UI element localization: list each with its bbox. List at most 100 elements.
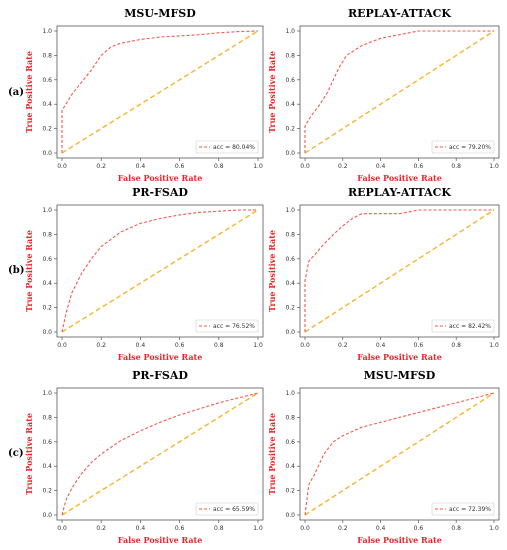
x-axis-label: False Positive Rate: [357, 173, 442, 183]
legend: acc = 79.20%: [431, 140, 495, 154]
legend-box: [195, 502, 259, 516]
x-tick-label: 0.6: [414, 525, 424, 532]
roc-curve-line: [304, 392, 495, 516]
y-axis-label: True Positive Rate: [24, 51, 34, 133]
row-label-b: (b): [8, 265, 24, 276]
y-tick-label: 0.6: [285, 439, 295, 446]
plot-frame: [56, 204, 264, 338]
y-axis-label: True Positive Rate: [267, 51, 277, 133]
x-tick-label: 0.8: [214, 163, 224, 170]
legend-box: [195, 140, 259, 154]
panel-title: PR-FSAD: [132, 186, 188, 199]
x-tick-label: 1.0: [489, 163, 499, 170]
legend-label: acc = 72.39%: [449, 506, 491, 513]
x-tick-label: 0.4: [376, 342, 386, 349]
x-tick-label: 0.0: [300, 163, 310, 170]
legend-label: acc = 65.59%: [213, 506, 255, 513]
y-tick-label: 0.6: [42, 256, 52, 263]
y-tick-label: 0.0: [42, 329, 52, 336]
x-axis-label: False Positive Rate: [118, 352, 203, 362]
y-tick-label: 0.0: [285, 329, 295, 336]
x-tick-label: 0.0: [300, 525, 310, 532]
roc-panel-4: REPLAY-ATTACK 0.0 0.2 0.4 0.6 0.8 1.0 0.0 0.2 0.4…: [267, 186, 500, 362]
y-axis-label: True Positive Rate: [267, 413, 277, 495]
y-axis-label: True Positive Rate: [24, 413, 34, 495]
y-tick-label: 0.2: [42, 488, 52, 495]
y-tick-label: 0.2: [285, 126, 295, 133]
y-tick-label: 1.0: [42, 390, 52, 397]
y-tick-label: 1.0: [42, 207, 52, 214]
x-axis-label: False Positive Rate: [357, 352, 442, 362]
x-tick-label: 0.6: [175, 525, 185, 532]
diagonal-reference-line: [61, 392, 259, 516]
y-tick-label: 0.8: [285, 414, 295, 421]
legend: acc = 82.42%: [431, 319, 495, 333]
panel-title: REPLAY-ATTACK: [348, 7, 451, 20]
x-tick-label: 0.4: [376, 163, 386, 170]
legend-label: acc = 79.20%: [449, 144, 491, 151]
y-tick-label: 0.6: [42, 77, 52, 84]
panel-title: MSU-MFSD: [364, 369, 436, 382]
legend: acc = 76.52%: [195, 319, 259, 333]
x-tick-label: 0.2: [338, 525, 348, 532]
y-tick-label: 1.0: [285, 207, 295, 214]
diagonal-reference-line: [61, 30, 259, 154]
panel-title: MSU-MFSD: [124, 7, 196, 20]
y-tick-label: 0.6: [285, 256, 295, 263]
legend: acc = 80.04%: [195, 140, 259, 154]
roc-curve-line: [61, 30, 259, 153]
roc-panel-2: REPLAY-ATTACK 0.0 0.2 0.4 0.6 0.8 1.0 0.0 0.2 0.4…: [267, 7, 500, 183]
y-tick-label: 0.8: [285, 52, 295, 59]
row-label-c: (c): [8, 448, 24, 459]
y-tick-label: 0.6: [285, 77, 295, 84]
roc-panel-6: MSU-MFSD 0.0 0.2 0.4 0.6 0.8 1.0 0.0 0.2 0.4 0.6 0.…: [267, 369, 500, 545]
x-tick-label: 0.0: [57, 525, 67, 532]
x-axis-label: False Positive Rate: [118, 535, 203, 545]
legend-label: acc = 76.52%: [213, 323, 255, 330]
x-tick-label: 0.6: [414, 163, 424, 170]
x-tick-label: 0.0: [300, 342, 310, 349]
y-tick-label: 0.8: [42, 414, 52, 421]
y-tick-label: 0.8: [42, 231, 52, 238]
x-tick-label: 1.0: [253, 525, 263, 532]
roc-curve-line: [61, 392, 259, 516]
x-tick-label: 0.8: [214, 342, 224, 349]
x-tick-label: 0.8: [451, 342, 461, 349]
diagonal-reference-line: [61, 209, 259, 333]
legend-box: [195, 319, 259, 333]
roc-panel-3: PR-FSAD 0.0 0.2 0.4 0.6 0.8 1.0 0.0 0.2 0.4 0.6 0.8…: [24, 186, 264, 362]
x-tick-label: 0.2: [96, 342, 106, 349]
y-tick-label: 0.4: [285, 463, 295, 470]
x-tick-label: 1.0: [253, 342, 263, 349]
y-axis-label: True Positive Rate: [24, 230, 34, 312]
x-tick-label: 0.8: [214, 525, 224, 532]
x-tick-label: 0.2: [96, 163, 106, 170]
legend-box: [431, 502, 495, 516]
y-tick-label: 0.2: [42, 126, 52, 133]
panel-title: PR-FSAD: [132, 369, 188, 382]
y-tick-label: 0.8: [42, 52, 52, 59]
x-tick-label: 0.2: [338, 342, 348, 349]
x-tick-label: 0.6: [175, 342, 185, 349]
y-tick-label: 0.0: [285, 512, 295, 519]
y-tick-label: 0.2: [285, 305, 295, 312]
legend-box: [431, 319, 495, 333]
x-axis-label: False Positive Rate: [118, 173, 203, 183]
y-tick-label: 0.6: [42, 439, 52, 446]
x-tick-label: 0.4: [376, 525, 386, 532]
x-tick-label: 0.8: [451, 525, 461, 532]
roc-curve-line: [304, 30, 494, 153]
y-tick-label: 0.8: [285, 231, 295, 238]
x-tick-label: 0.6: [175, 163, 185, 170]
legend-label: acc = 82.42%: [449, 323, 491, 330]
x-tick-label: 0.0: [57, 163, 67, 170]
panel-title: REPLAY-ATTACK: [348, 186, 451, 199]
y-tick-label: 0.4: [42, 463, 52, 470]
y-axis-label: True Positive Rate: [267, 230, 277, 312]
y-tick-label: 1.0: [285, 28, 295, 35]
roc-panel-5: PR-FSAD 0.0 0.2 0.4 0.6 0.8 1.0 0.0 0.2 0.4 0.6 0.8…: [24, 369, 264, 545]
y-tick-label: 0.0: [42, 512, 52, 519]
x-tick-label: 1.0: [489, 342, 499, 349]
roc-panel-1: MSU-MFSD 0.0 0.2 0.4 0.6 0.8 1.0 0.0 0.2 0.4 0.6 0.…: [24, 7, 264, 183]
